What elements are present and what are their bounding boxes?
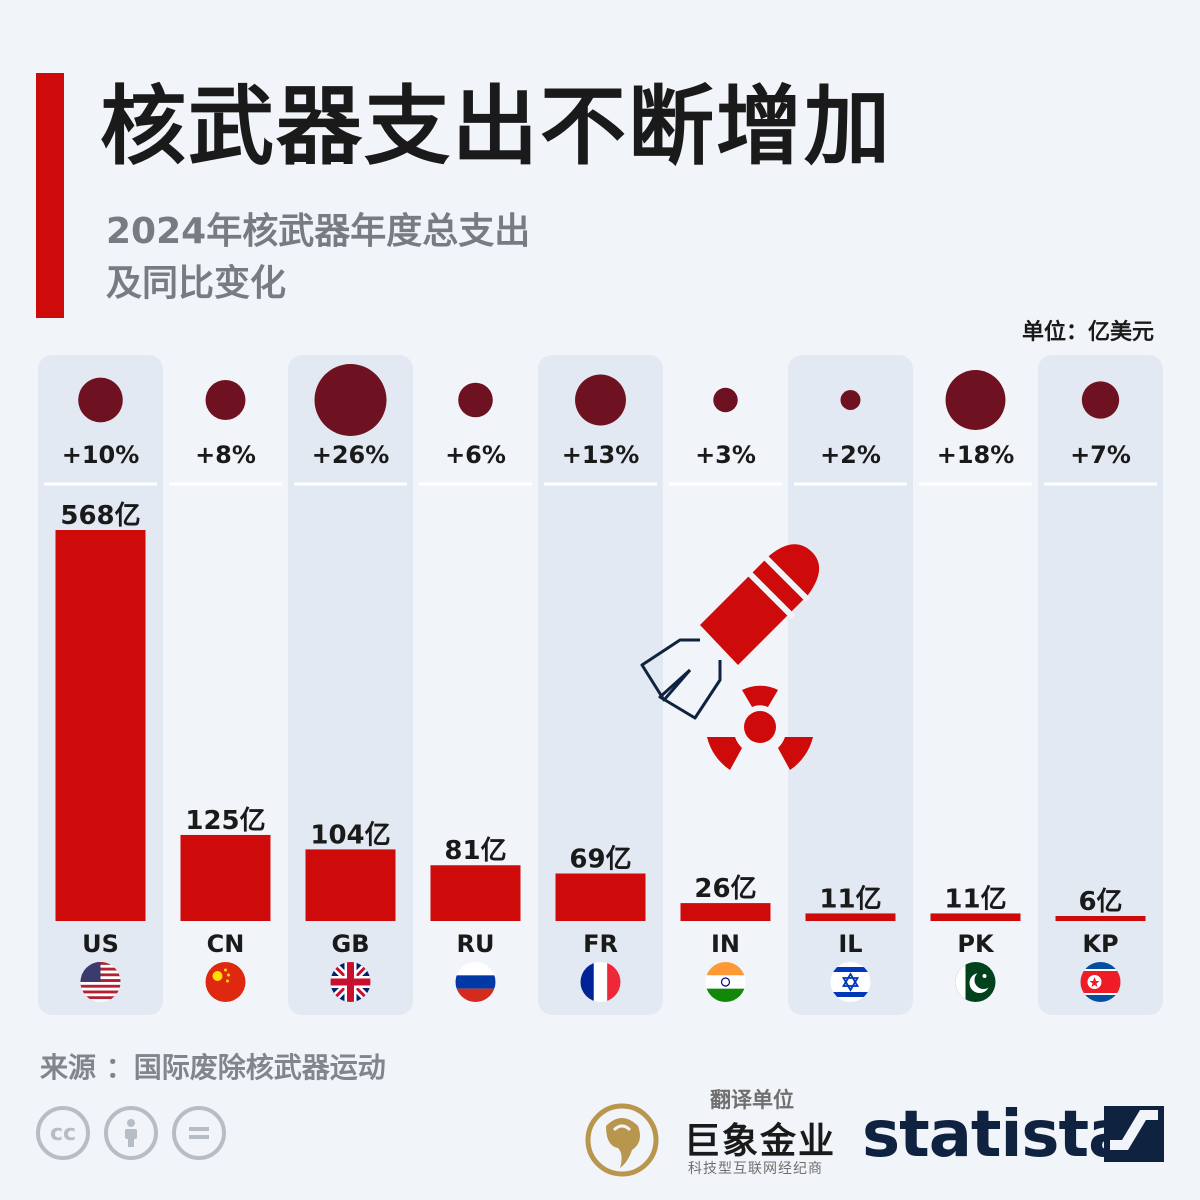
change-label: +8%	[195, 441, 256, 469]
bar-value-label: 81亿	[444, 836, 506, 866]
change-bubble	[1081, 381, 1120, 419]
change-bubble	[575, 374, 626, 426]
chart-title: 核武器支出不断增加	[100, 77, 892, 177]
translator-block: 翻译单位 巨象金业 科技型互联网经纪商	[584, 1080, 844, 1180]
category-label: GB	[332, 930, 370, 958]
bar-value-label: 69亿	[569, 845, 631, 875]
subtitle-line-1: 2024年核武器年度总支出	[106, 211, 531, 252]
change-bubble	[314, 364, 387, 436]
bar-value-label: 6亿	[1078, 887, 1122, 917]
il-flag-icon	[830, 962, 871, 1002]
statista-logo[interactable]: statista	[862, 1098, 1131, 1172]
category-label: IL	[838, 930, 862, 958]
bar	[680, 903, 771, 921]
change-label: +13%	[562, 441, 640, 469]
category-label: US	[82, 930, 119, 958]
bar-value-label: 11亿	[944, 884, 1006, 914]
elephant-emblem-icon	[585, 1103, 659, 1177]
source-note: 来源 ：国际废除核武器运动	[40, 1051, 386, 1084]
attribution-icon[interactable]	[104, 1106, 158, 1160]
cc-icon[interactable]: cc	[36, 1106, 90, 1160]
change-bubble	[713, 387, 738, 413]
column-background	[788, 355, 913, 1015]
category-label: FR	[583, 930, 618, 958]
bar-value-label: 125亿	[185, 806, 265, 836]
statista-mark-icon	[1104, 1106, 1164, 1162]
title-accent-bar	[36, 73, 64, 318]
subtitle-line-2: 及同比变化	[106, 263, 287, 304]
change-label: +6%	[445, 441, 506, 469]
bar	[305, 849, 396, 921]
ru-flag-icon	[455, 962, 496, 1002]
bar	[555, 873, 646, 921]
change-label: +3%	[695, 441, 756, 469]
kp-flag-icon	[1080, 962, 1121, 1002]
bars-layer: +10% 568亿 US +8% 125亿 CN +26% 104亿 GB +6% 81亿 RU +13…	[44, 364, 1157, 1002]
change-bubble	[78, 377, 123, 423]
bar	[430, 865, 521, 921]
bar	[930, 913, 1021, 921]
change-label: +2%	[820, 441, 881, 469]
change-label: +26%	[312, 441, 390, 469]
bar-value-label: 26亿	[694, 874, 756, 904]
bar	[180, 834, 271, 921]
bar	[1055, 916, 1146, 921]
pk-flag-icon	[955, 962, 996, 1002]
bar	[55, 530, 146, 921]
change-label: +18%	[937, 441, 1015, 469]
change-bubble	[205, 380, 246, 420]
in-flag-icon	[705, 962, 746, 1002]
bar-value-label: 104亿	[310, 820, 390, 850]
bar-value-label: 568亿	[60, 501, 140, 531]
bar-value-label: 11亿	[819, 884, 881, 914]
chart-subtitle: 2024年核武器年度总支出 及同比变化	[106, 206, 530, 310]
category-label: CN	[207, 930, 245, 958]
change-bubble	[458, 382, 493, 418]
category-label: KP	[1082, 930, 1118, 958]
cn-flag-icon	[205, 962, 246, 1002]
license-icons: cc	[36, 1106, 226, 1160]
gb-flag-icon	[330, 962, 371, 1002]
category-label: IN	[711, 930, 740, 958]
bar	[805, 913, 896, 921]
column-background	[1038, 355, 1163, 1015]
translator-label: 翻译单位	[710, 1088, 794, 1112]
translator-name: 巨象金业	[684, 1121, 837, 1162]
category-label: PK	[957, 930, 995, 958]
change-bubble	[945, 370, 1006, 430]
no-derivatives-icon[interactable]	[172, 1106, 226, 1160]
fr-flag-icon	[580, 962, 621, 1002]
us-flag-icon	[80, 962, 121, 1002]
change-label: +7%	[1070, 441, 1131, 469]
rocket-icon	[640, 544, 820, 770]
category-label: RU	[457, 930, 495, 958]
change-bubble	[840, 390, 861, 410]
translator-tagline: 科技型互联网经纪商	[688, 1161, 823, 1177]
unit-label: 单位：亿美元	[1021, 320, 1154, 345]
bar-chart: +10% 568亿 US +8% 125亿 CN +26% 104亿 GB +6% 81亿 RU +13…	[38, 355, 1163, 1015]
change-label: +10%	[62, 441, 140, 469]
column-background	[538, 355, 663, 1015]
